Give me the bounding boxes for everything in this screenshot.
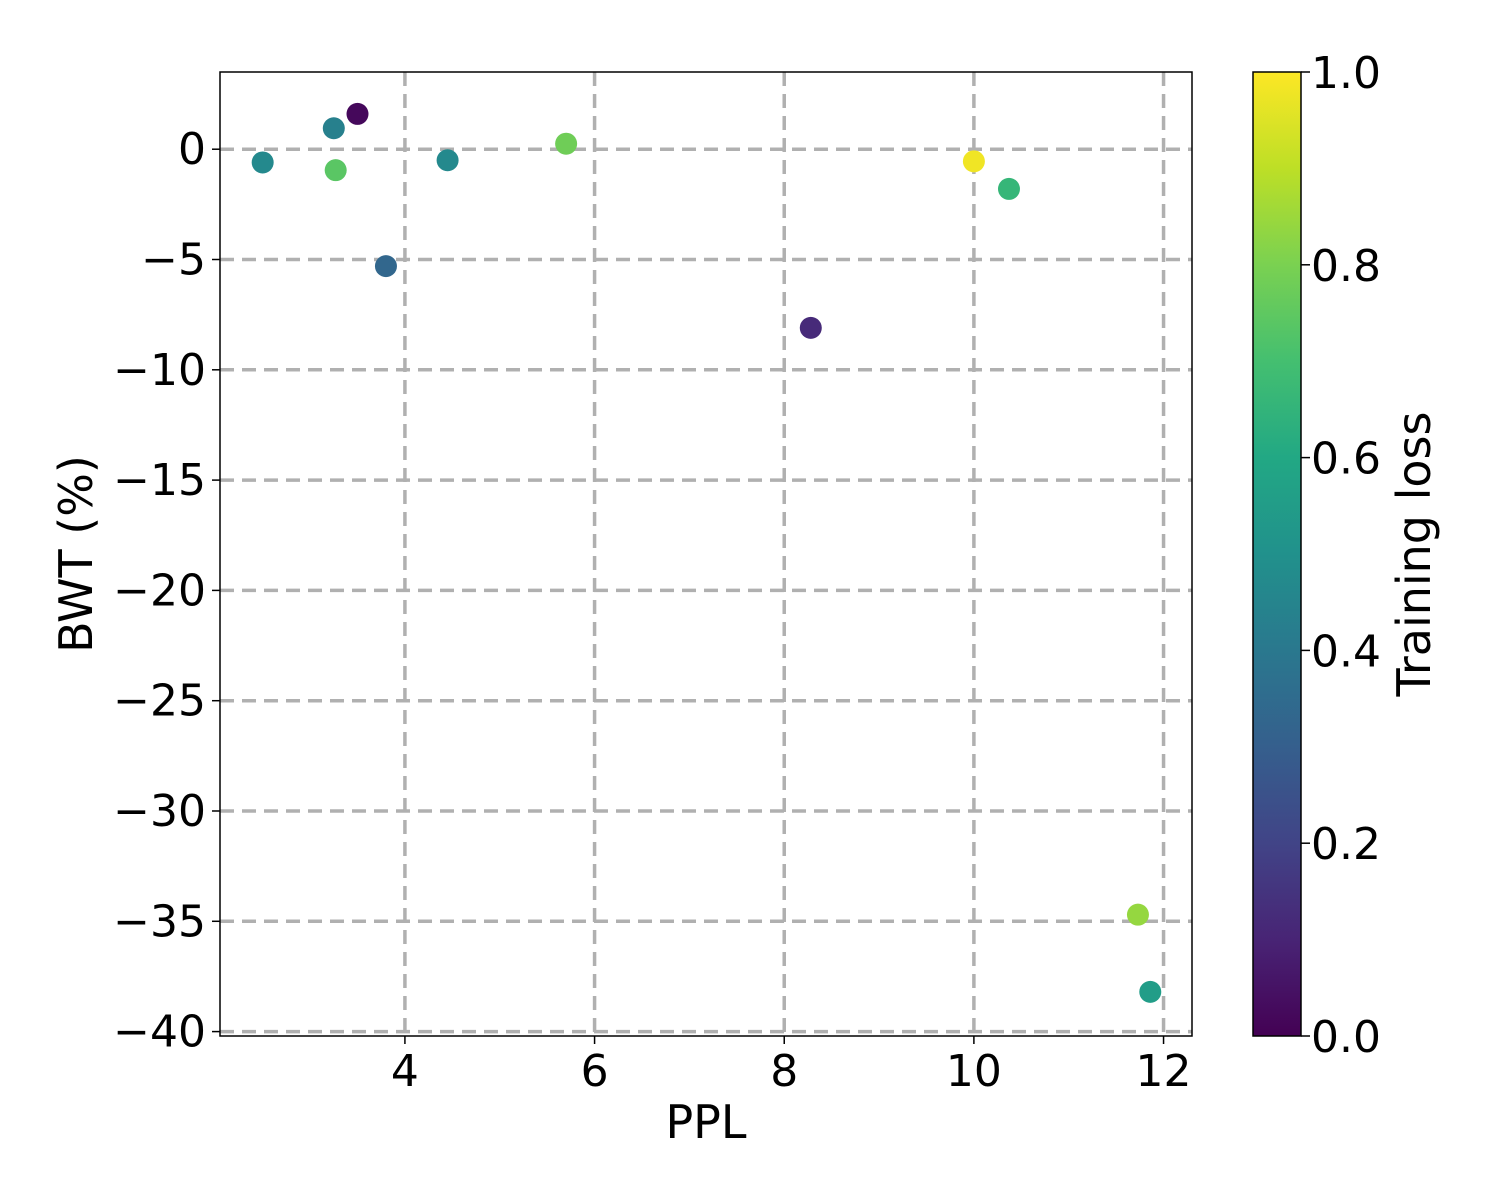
x-tick-label: 4 xyxy=(391,1046,419,1097)
data-point xyxy=(997,177,1020,200)
data-point xyxy=(1139,980,1162,1003)
y-tick-label: 0 xyxy=(178,124,206,175)
data-point xyxy=(962,150,985,173)
y-tick-label: −10 xyxy=(113,345,206,396)
data-point xyxy=(555,132,578,155)
data-point xyxy=(322,117,345,140)
y-tick-label: −35 xyxy=(113,896,206,947)
colorbar-tick-label: 0.6 xyxy=(1311,434,1381,485)
data-point xyxy=(374,255,397,278)
y-tick-label: −5 xyxy=(141,235,206,286)
data-point xyxy=(799,316,822,339)
data-point xyxy=(251,151,274,174)
x-axis-label: PPL xyxy=(665,1095,746,1149)
y-tick-label: −15 xyxy=(113,455,206,506)
colorbar-label: Training loss xyxy=(1387,412,1441,698)
y-tick-label: −40 xyxy=(113,1007,206,1058)
y-axis-label: BWT (%) xyxy=(49,455,103,653)
data-points xyxy=(251,102,1162,1003)
y-tick-label: −20 xyxy=(113,565,206,616)
colorbar-tick-label: 0.8 xyxy=(1311,241,1381,292)
colorbar-tick-label: 0.2 xyxy=(1311,819,1381,870)
colorbar-ticks: 0.0 0.2 0.4 0.6 0.8 1.0 xyxy=(1301,48,1381,1063)
y-axis-ticks: 0 −5 −10 −15 −20 −25 −30 −35 −40 xyxy=(113,124,220,1058)
data-point xyxy=(436,149,459,172)
data-point xyxy=(1126,903,1149,926)
colorbar-tick-label: 1.0 xyxy=(1311,48,1381,99)
data-point xyxy=(324,159,347,182)
x-tick-label: 6 xyxy=(581,1046,609,1097)
plot-frame xyxy=(219,71,1193,1037)
x-tick-label: 12 xyxy=(1136,1046,1192,1097)
grid-lines xyxy=(220,72,1192,1036)
y-tick-label: −25 xyxy=(113,676,206,727)
x-tick-label: 8 xyxy=(770,1046,798,1097)
data-point xyxy=(346,102,369,125)
colorbar-tick-label: 0.0 xyxy=(1311,1012,1381,1063)
colorbar xyxy=(1252,71,1302,1037)
x-axis-ticks: 4 6 8 10 12 xyxy=(391,1036,1192,1097)
colorbar-tick-label: 0.4 xyxy=(1311,626,1381,677)
y-tick-label: −30 xyxy=(113,786,206,837)
x-tick-label: 10 xyxy=(946,1046,1002,1097)
